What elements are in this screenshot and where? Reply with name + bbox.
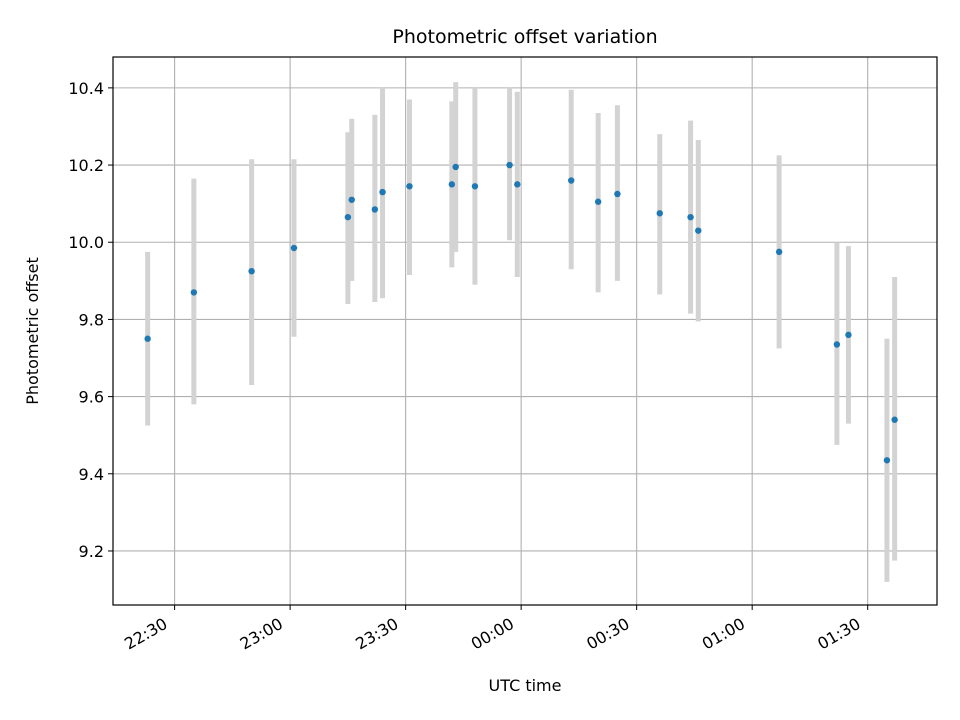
data-point bbox=[406, 183, 412, 189]
data-point bbox=[834, 341, 840, 347]
data-point bbox=[657, 210, 663, 216]
x-axis-label: UTC time bbox=[489, 676, 562, 695]
data-point bbox=[372, 206, 378, 212]
data-point bbox=[776, 249, 782, 255]
data-point bbox=[379, 189, 385, 195]
data-point bbox=[845, 332, 851, 338]
y-tick-label: 9.8 bbox=[79, 310, 104, 329]
data-point bbox=[248, 268, 254, 274]
y-axis-label: Photometric offset bbox=[23, 257, 42, 405]
data-point bbox=[452, 164, 458, 170]
data-point bbox=[514, 181, 520, 187]
data-point bbox=[349, 197, 355, 203]
data-point bbox=[449, 181, 455, 187]
data-point bbox=[506, 162, 512, 168]
data-point bbox=[144, 336, 150, 342]
y-tick-label: 9.2 bbox=[79, 542, 104, 561]
y-tick-label: 10.0 bbox=[68, 233, 104, 252]
data-point bbox=[568, 177, 574, 183]
data-point bbox=[891, 417, 897, 423]
data-point bbox=[291, 245, 297, 251]
data-point bbox=[695, 227, 701, 233]
y-tick-label: 10.4 bbox=[68, 79, 104, 98]
data-point bbox=[595, 199, 601, 205]
data-point bbox=[884, 457, 890, 463]
y-tick-label: 10.2 bbox=[68, 156, 104, 175]
data-point bbox=[614, 191, 620, 197]
data-point bbox=[687, 214, 693, 220]
y-tick-label: 9.6 bbox=[79, 388, 104, 407]
data-point bbox=[191, 289, 197, 295]
data-point bbox=[345, 214, 351, 220]
chart-title: Photometric offset variation bbox=[392, 26, 657, 48]
y-tick-label: 9.4 bbox=[79, 465, 104, 484]
data-point bbox=[472, 183, 478, 189]
